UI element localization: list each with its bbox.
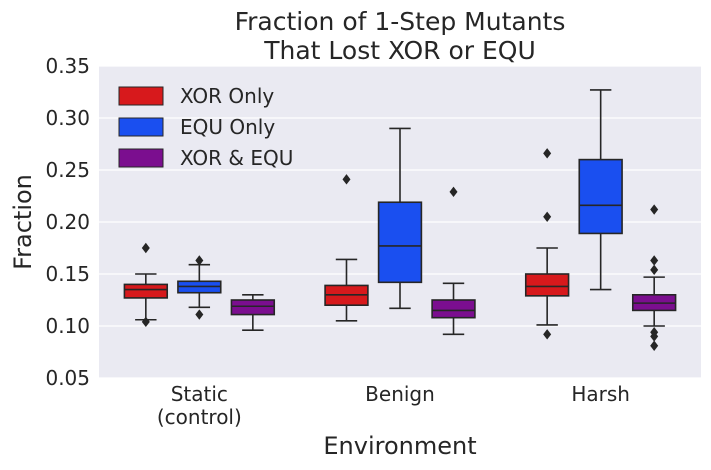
box-xor-equ-1 — [431, 186, 476, 336]
outlier-point — [650, 340, 659, 351]
y-tick-label: 0.35 — [45, 54, 90, 78]
legend-swatch — [118, 86, 164, 106]
box-equ-only-1 — [377, 127, 423, 310]
y-tick-label: 0.25 — [45, 158, 90, 182]
outlier-point — [141, 242, 150, 254]
box-iqr — [431, 299, 476, 319]
x-tick-label: Static — [171, 382, 228, 406]
chart-title-line-2: That Lost XOR or EQU — [263, 36, 536, 65]
outlier-point — [141, 316, 150, 328]
outlier-point — [342, 174, 351, 185]
outlier-point — [543, 329, 552, 340]
legend-label: XOR & EQU — [180, 146, 293, 170]
y-axis-label: Fraction — [9, 174, 37, 270]
y-tick-label: 0.05 — [45, 366, 90, 390]
box-equ-only-0 — [177, 255, 222, 320]
box-iqr — [230, 299, 276, 316]
y-tick-label: 0.10 — [45, 314, 90, 338]
legend-label: XOR Only — [180, 84, 274, 108]
box-groups — [123, 89, 677, 351]
box-xor-only-0 — [123, 242, 169, 328]
x-tick-labels: Static(control) Benign Harsh — [157, 382, 630, 429]
legend-swatch — [118, 148, 164, 168]
legend-label: EQU Only — [180, 115, 275, 139]
box-iqr — [524, 273, 570, 297]
box-xor-only-2 — [524, 148, 570, 340]
outlier-point — [650, 331, 659, 342]
box-iqr — [377, 201, 423, 284]
outlier-point — [650, 255, 659, 266]
legend-swatch — [118, 117, 164, 137]
box-xor-only-1 — [324, 174, 369, 322]
outlier-point — [195, 309, 204, 320]
x-tick-label: Harsh — [571, 382, 630, 406]
box-xor-equ-0 — [230, 293, 276, 331]
x-tick-label: (control) — [157, 405, 242, 429]
box-iqr — [123, 283, 169, 299]
chart-title-line-1: Fraction of 1-Step Mutants — [235, 7, 566, 36]
x-tick-label: Benign — [365, 382, 435, 406]
box-iqr — [578, 158, 623, 235]
y-tick-label: 0.30 — [45, 106, 90, 130]
outlier-point — [543, 211, 552, 222]
y-tick-label: 0.15 — [45, 262, 90, 286]
box-xor-equ-2 — [631, 204, 677, 351]
legend: XOR Only EQU Only XOR & EQU — [118, 84, 293, 170]
outlier-point — [195, 255, 204, 266]
x-axis-label: Environment — [323, 432, 476, 460]
y-tick-labels: 0.05 0.10 0.15 0.20 0.25 0.30 0.35 — [45, 54, 90, 390]
y-tick-label: 0.20 — [45, 210, 90, 234]
outlier-point — [650, 204, 659, 215]
box-equ-only-2 — [578, 89, 623, 291]
outlier-point — [449, 186, 458, 198]
outlier-point — [543, 148, 552, 159]
outlier-point — [650, 264, 659, 276]
